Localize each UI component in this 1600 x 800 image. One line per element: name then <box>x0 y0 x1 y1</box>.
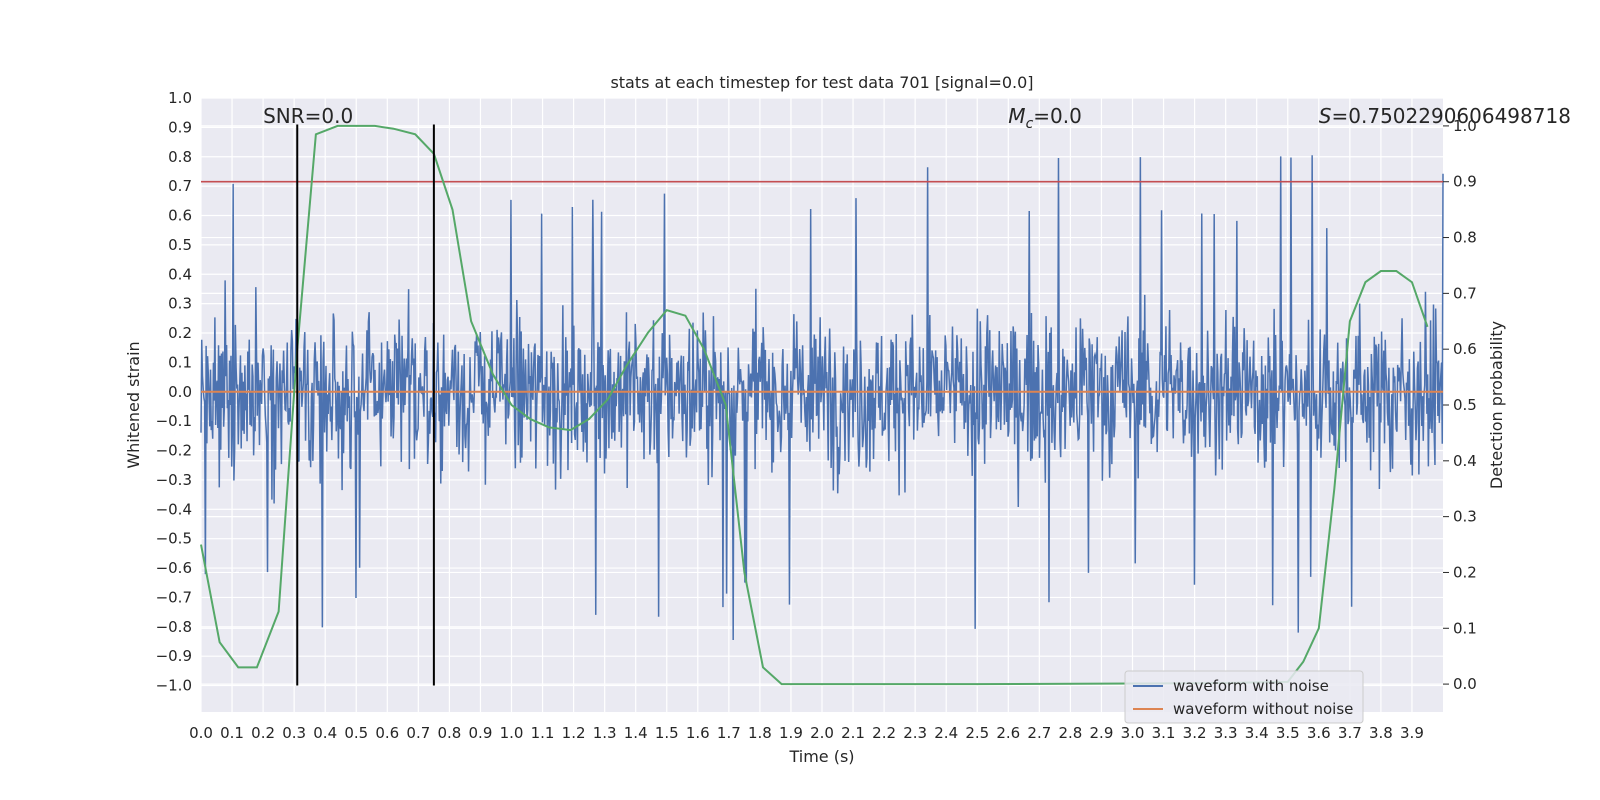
y-tick-label: −0.7 <box>156 588 192 606</box>
y2-tick-label: 0.6 <box>1453 340 1477 358</box>
y2-tick-label: 0.2 <box>1453 563 1477 581</box>
y-tick-label: −0.2 <box>156 442 192 460</box>
y2-tick-label: 0.7 <box>1453 284 1477 302</box>
y-axis-label: Whitened strain <box>124 341 143 468</box>
series-layer <box>200 124 1444 686</box>
y-tick-label: 0.7 <box>168 177 192 195</box>
x-tick-label: 2.1 <box>841 724 865 742</box>
y-tick-label: 0.2 <box>168 324 192 342</box>
y-tick-label: 0.8 <box>168 148 192 166</box>
x-tick-label: 1.1 <box>531 724 555 742</box>
x-tick-label: 3.8 <box>1369 724 1393 742</box>
chart-title: stats at each timestep for test data 701… <box>610 73 1033 92</box>
x-tick-label: 3.2 <box>1183 724 1207 742</box>
y2-axis-label: Detection probability <box>1487 321 1506 489</box>
y-tick-label: 0.4 <box>168 265 192 283</box>
y2-tick-label: 1.0 <box>1453 117 1477 135</box>
y2-tick-label: 0.4 <box>1453 452 1477 470</box>
y-tick-label: 1.0 <box>168 89 192 107</box>
x-axis-label: Time (s) <box>788 747 854 766</box>
x-tick-label: 1.4 <box>624 724 648 742</box>
x-tick-label: 2.7 <box>1027 724 1051 742</box>
x-tick-label: 2.4 <box>934 724 958 742</box>
y-tick-label: −0.8 <box>156 618 192 636</box>
y-tick-label: 0.0 <box>168 383 192 401</box>
x-tick-label: 1.6 <box>686 724 710 742</box>
x-tick-label: 3.6 <box>1307 724 1331 742</box>
y2-tick-label: 0.9 <box>1453 173 1477 191</box>
y-tick-label: −0.5 <box>156 530 192 548</box>
annotations: SNR=0.0 Mc=0.0 S=0.7502290606498718 <box>263 104 1571 132</box>
x-tick-label: 3.7 <box>1338 724 1362 742</box>
x-tick-label: 3.5 <box>1276 724 1300 742</box>
y-tick-label: 0.1 <box>168 353 192 371</box>
y-tick-label: −0.6 <box>156 559 192 577</box>
x-tick-label: 0.7 <box>406 724 430 742</box>
x-tick-label: 0.5 <box>344 724 368 742</box>
x-tick-label: 2.5 <box>965 724 989 742</box>
x-tick-label: 1.7 <box>717 724 741 742</box>
y2-tick-label: 0.5 <box>1453 396 1477 414</box>
y2-tick-label: 0.3 <box>1453 508 1477 526</box>
x-tick-label: 1.3 <box>593 724 617 742</box>
legend: waveform with noise waveform without nois… <box>1124 670 1364 724</box>
grid <box>200 97 1443 712</box>
y-tick-label: 0.6 <box>168 207 192 225</box>
series-waveform-with-noise <box>200 155 1444 641</box>
x-tick-label: 0.8 <box>437 724 461 742</box>
y-tick-label: 0.3 <box>168 295 192 313</box>
x-tick-label: 2.0 <box>810 724 834 742</box>
x-tick-label: 1.2 <box>562 724 586 742</box>
x-tick-label: 0.4 <box>313 724 337 742</box>
x-tick-label: 1.5 <box>655 724 679 742</box>
y-tick-label: −1.0 <box>156 677 192 695</box>
axes-layer: 0.0 0.1 0.2 0.3 0.4 0.5 0.6 0.7 0.8 0.9 1.0 1.1 1.2 1… <box>156 89 1477 742</box>
legend-box <box>1124 670 1364 724</box>
y-tick-label: 0.9 <box>168 118 192 136</box>
x-tick-label: 2.3 <box>903 724 927 742</box>
x-tick-label: 0.6 <box>375 724 399 742</box>
x-tick-label: 2.9 <box>1090 724 1114 742</box>
x-tick-label: 0.1 <box>220 724 244 742</box>
x-tick-label: 0.2 <box>251 724 275 742</box>
legend-label: waveform without noise <box>1173 700 1353 718</box>
annotation-s: S=0.7502290606498718 <box>1319 104 1571 128</box>
x-tick-label: 0.3 <box>282 724 306 742</box>
y2-tick-label: 0.1 <box>1453 619 1477 637</box>
x-tick-label: 0.0 <box>189 724 213 742</box>
x-tick-label: 3.1 <box>1152 724 1176 742</box>
y2-tick-label: 0.8 <box>1453 229 1477 247</box>
y-tick-label: −0.9 <box>156 647 192 665</box>
x-tick-label: 0.9 <box>469 724 493 742</box>
legend-label: waveform with noise <box>1173 677 1329 695</box>
x-tick-label: 3.3 <box>1214 724 1238 742</box>
y-tick-label: −0.3 <box>156 471 192 489</box>
x-tick-label: 3.4 <box>1245 724 1269 742</box>
y-tick-label: −0.1 <box>156 412 192 430</box>
x-tick-label: 2.2 <box>872 724 896 742</box>
annotation-snr: SNR=0.0 <box>263 104 353 128</box>
x-tick-label: 3.0 <box>1121 724 1145 742</box>
x-tick-label: 1.0 <box>500 724 524 742</box>
x-tick-label: 1.8 <box>748 724 772 742</box>
y2-tick-label: 0.0 <box>1453 675 1477 693</box>
x-tick-label: 3.9 <box>1400 724 1424 742</box>
x-tick-label: 1.9 <box>779 724 803 742</box>
y-tick-label: −0.4 <box>156 500 192 518</box>
x-tick-label: 2.6 <box>996 724 1020 742</box>
x-tick-label: 2.8 <box>1058 724 1082 742</box>
annotation-mc: Mc=0.0 <box>1008 104 1082 132</box>
y-tick-label: 0.5 <box>168 236 192 254</box>
